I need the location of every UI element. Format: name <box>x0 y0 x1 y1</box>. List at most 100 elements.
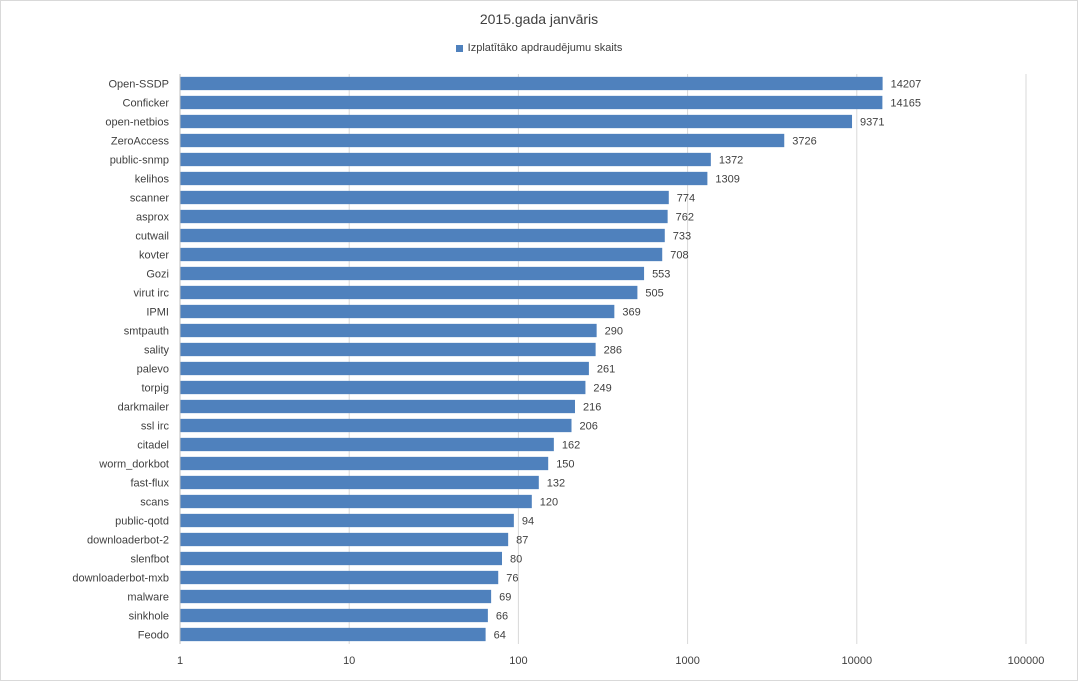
category-label: Feodo <box>138 630 169 642</box>
data-label: 261 <box>597 364 615 376</box>
data-label: 249 <box>593 383 611 395</box>
data-label: 162 <box>562 440 580 452</box>
category-label: downloaderbot-mxb <box>72 573 169 585</box>
x-tick-label: 1 <box>177 655 183 667</box>
data-label: 80 <box>510 554 522 566</box>
x-tick-label: 10 <box>343 655 355 667</box>
category-label: worm_dorkbot <box>98 459 169 471</box>
category-label: ZeroAccess <box>111 136 170 148</box>
category-label: sality <box>144 345 170 357</box>
bar <box>180 361 589 376</box>
bar <box>180 551 503 566</box>
x-tick-label: 1000 <box>675 655 699 667</box>
bar <box>180 456 549 471</box>
bar <box>180 380 586 395</box>
bar <box>180 209 668 224</box>
data-label: 708 <box>670 250 688 262</box>
data-label: 94 <box>522 516 534 528</box>
data-label: 1372 <box>719 155 743 167</box>
category-label: asprox <box>136 212 170 224</box>
legend-swatch <box>455 44 463 52</box>
bar <box>180 475 539 490</box>
bar <box>180 285 638 300</box>
bar <box>180 494 532 509</box>
data-label: 290 <box>605 326 623 338</box>
bar <box>180 190 669 205</box>
category-label: scanner <box>130 193 169 205</box>
category-label: IPMI <box>146 307 169 319</box>
category-label: Open-SSDP <box>108 79 169 91</box>
category-label: scans <box>140 497 169 509</box>
bar <box>180 418 572 433</box>
data-label: 66 <box>496 611 508 623</box>
bar <box>180 342 596 357</box>
data-label: 733 <box>673 231 691 243</box>
category-label: public-snmp <box>110 155 169 167</box>
x-tick-label: 10000 <box>842 655 873 667</box>
bar <box>180 152 711 167</box>
category-label: cutwail <box>135 231 169 243</box>
bar <box>180 95 883 110</box>
category-label: downloaderbot-2 <box>87 535 169 547</box>
x-tick-label: 100 <box>509 655 527 667</box>
category-label: smtpauth <box>124 326 169 338</box>
data-label: 286 <box>604 345 622 357</box>
data-label: 505 <box>645 288 663 300</box>
category-label: ssl irc <box>141 421 170 433</box>
data-label: 14207 <box>891 79 922 91</box>
data-label: 762 <box>676 212 694 224</box>
chart-legend: Izplatītāko apdraudējumu skaits <box>1 42 1077 54</box>
bar <box>180 399 575 414</box>
category-label: slenfbot <box>130 554 169 566</box>
category-label: public-qotd <box>115 516 169 528</box>
data-label: 3726 <box>792 136 816 148</box>
data-label: 206 <box>580 421 598 433</box>
bar <box>180 570 499 585</box>
bar <box>180 171 708 186</box>
bar <box>180 114 853 129</box>
bar <box>180 228 665 243</box>
data-label: 9371 <box>860 117 884 129</box>
data-label: 76 <box>506 573 518 585</box>
category-label: torpig <box>141 383 169 395</box>
category-label: fast-flux <box>130 478 169 490</box>
data-label: 150 <box>556 459 574 471</box>
data-label: 216 <box>583 402 601 414</box>
bar <box>180 247 663 262</box>
category-label: sinkhole <box>129 611 169 623</box>
data-label: 553 <box>652 269 670 281</box>
category-label: Conficker <box>123 98 170 110</box>
bar <box>180 608 488 623</box>
data-label: 120 <box>540 497 558 509</box>
bar <box>180 437 554 452</box>
category-label: darkmailer <box>118 402 170 414</box>
category-label: malware <box>127 592 169 604</box>
legend-label: Izplatītāko apdraudējumu skaits <box>467 42 623 54</box>
data-label: 132 <box>547 478 565 490</box>
bar <box>180 133 785 148</box>
bar <box>180 304 615 319</box>
bar <box>180 513 514 528</box>
category-label: kovter <box>139 250 169 262</box>
category-label: kelihos <box>135 174 170 186</box>
data-label: 14165 <box>890 98 921 110</box>
data-label: 87 <box>516 535 528 547</box>
chart-title: 2015.gada janvāris <box>479 11 599 27</box>
bar <box>180 589 492 604</box>
data-label: 774 <box>677 193 695 205</box>
bar <box>180 76 883 91</box>
category-label: palevo <box>137 364 169 376</box>
bar <box>180 627 486 642</box>
x-tick-label: 100000 <box>1008 655 1045 667</box>
data-label: 369 <box>622 307 640 319</box>
bar <box>180 266 645 281</box>
category-label: citadel <box>137 440 169 452</box>
category-label: virut irc <box>134 288 170 300</box>
data-label: 64 <box>494 630 506 642</box>
bar <box>180 323 597 338</box>
data-label: 69 <box>499 592 511 604</box>
bar <box>180 532 509 547</box>
category-label: Gozi <box>146 269 169 281</box>
